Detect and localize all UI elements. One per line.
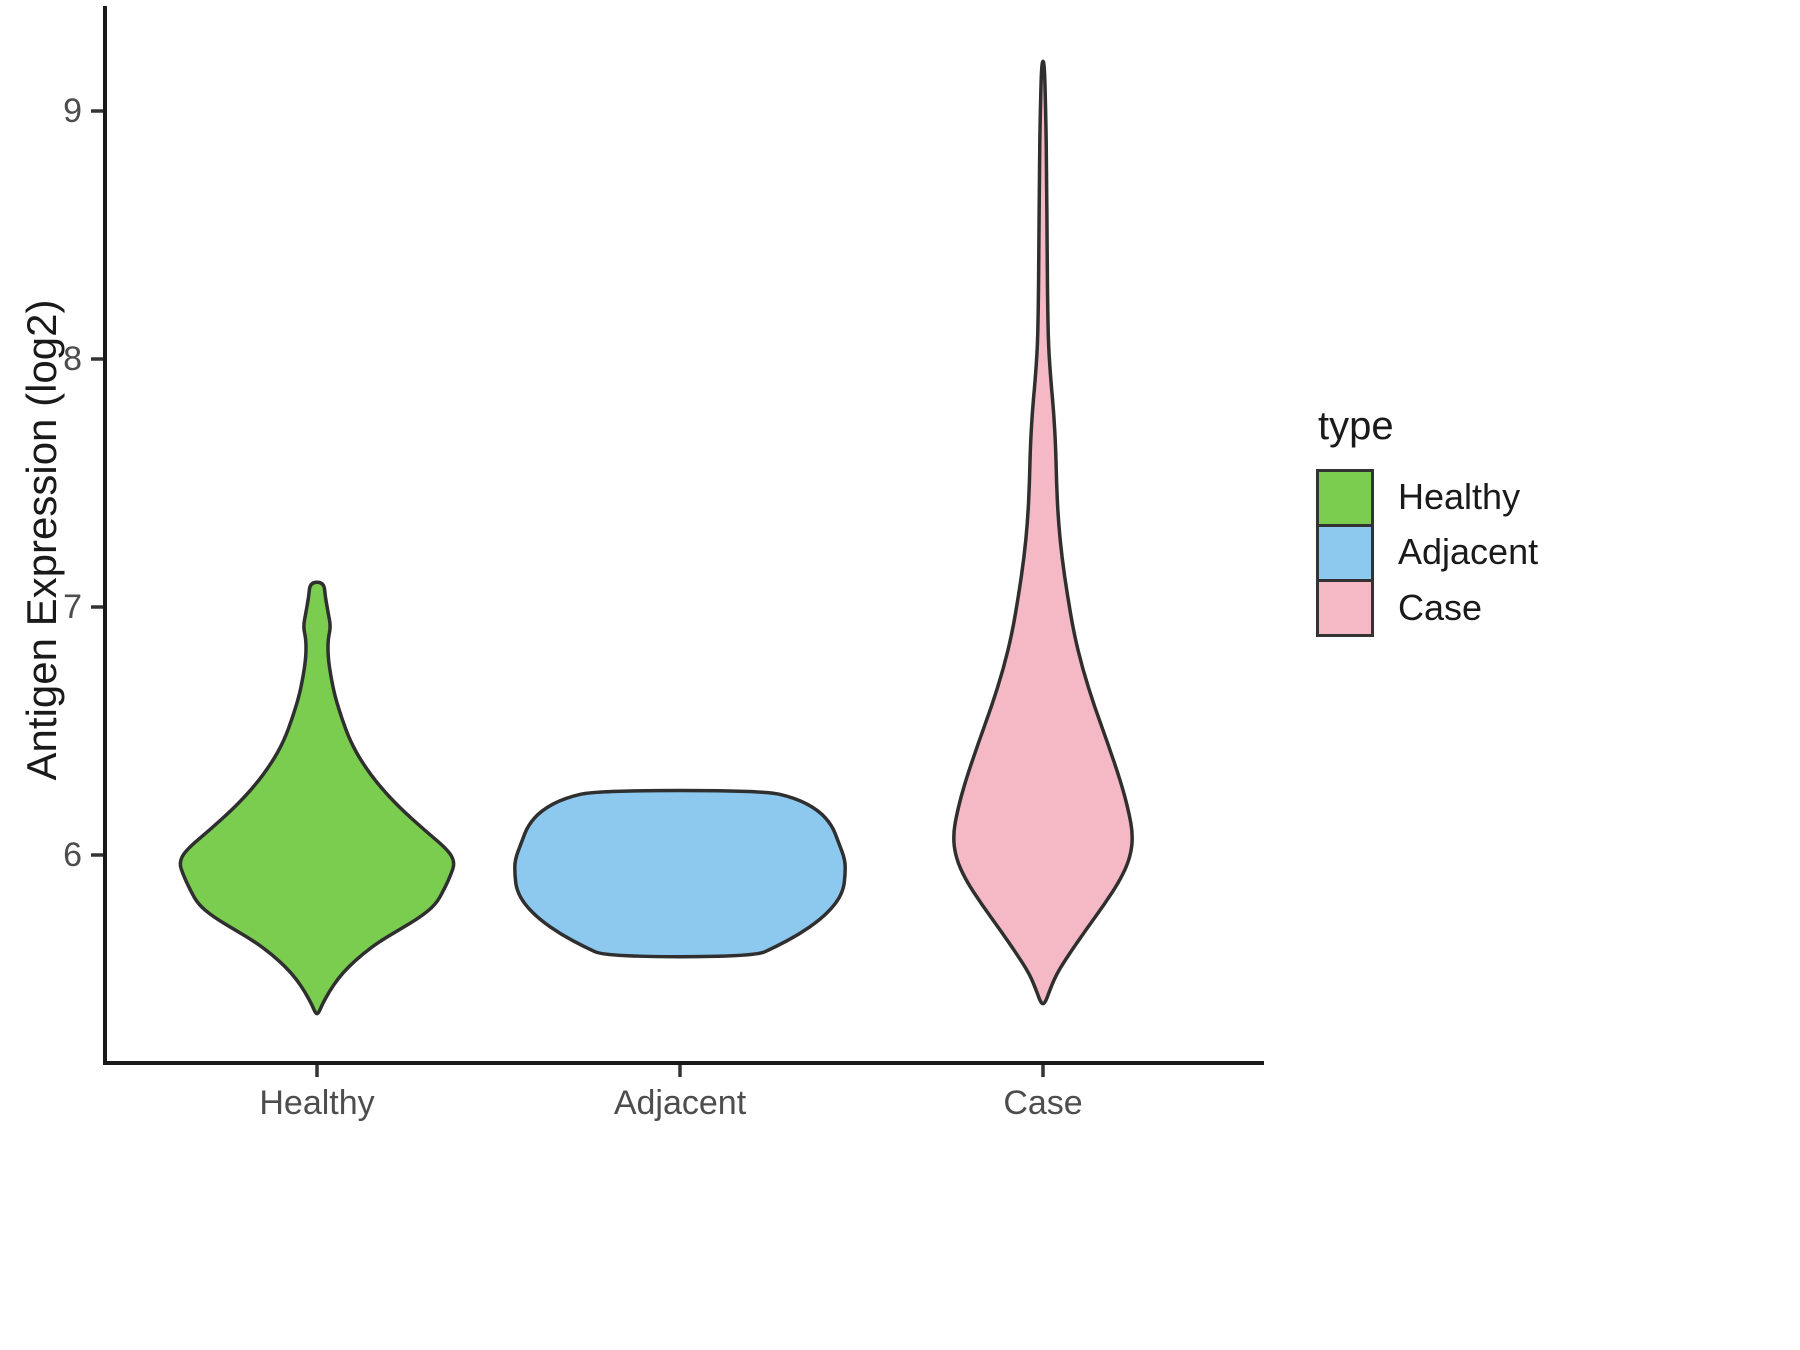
legend-label-healthy: Healthy: [1398, 475, 1521, 517]
y-tick-label-7: 7: [63, 588, 82, 626]
legend-item-healthy: Healthy: [1316, 469, 1538, 527]
legend-item-case: Case: [1316, 579, 1538, 637]
x-tick-label-healthy: Healthy: [259, 1084, 375, 1122]
legend-label-adjacent: Adjacent: [1398, 530, 1539, 572]
y-tick-label-6: 6: [63, 836, 82, 874]
y-tick-label-8: 8: [63, 340, 82, 378]
x-tick-label-adjacent: Adjacent: [613, 1084, 747, 1122]
legend-title: type: [1318, 404, 1394, 448]
x-tick-label-case: Case: [1003, 1084, 1083, 1122]
legend-items: Healthy Adjacent Case: [1316, 469, 1538, 637]
legend-label-case: Case: [1398, 587, 1483, 628]
legend-item-adjacent: Adjacent: [1316, 524, 1539, 582]
legend-key-healthy-swatch: [1316, 469, 1374, 527]
legend-key-adjacent-swatch: [1316, 524, 1374, 582]
legend-key-case-swatch: [1316, 579, 1374, 637]
legend: type Healthy Adjacent Case: [1316, 404, 1538, 637]
y-tick-label-9: 9: [63, 92, 82, 130]
